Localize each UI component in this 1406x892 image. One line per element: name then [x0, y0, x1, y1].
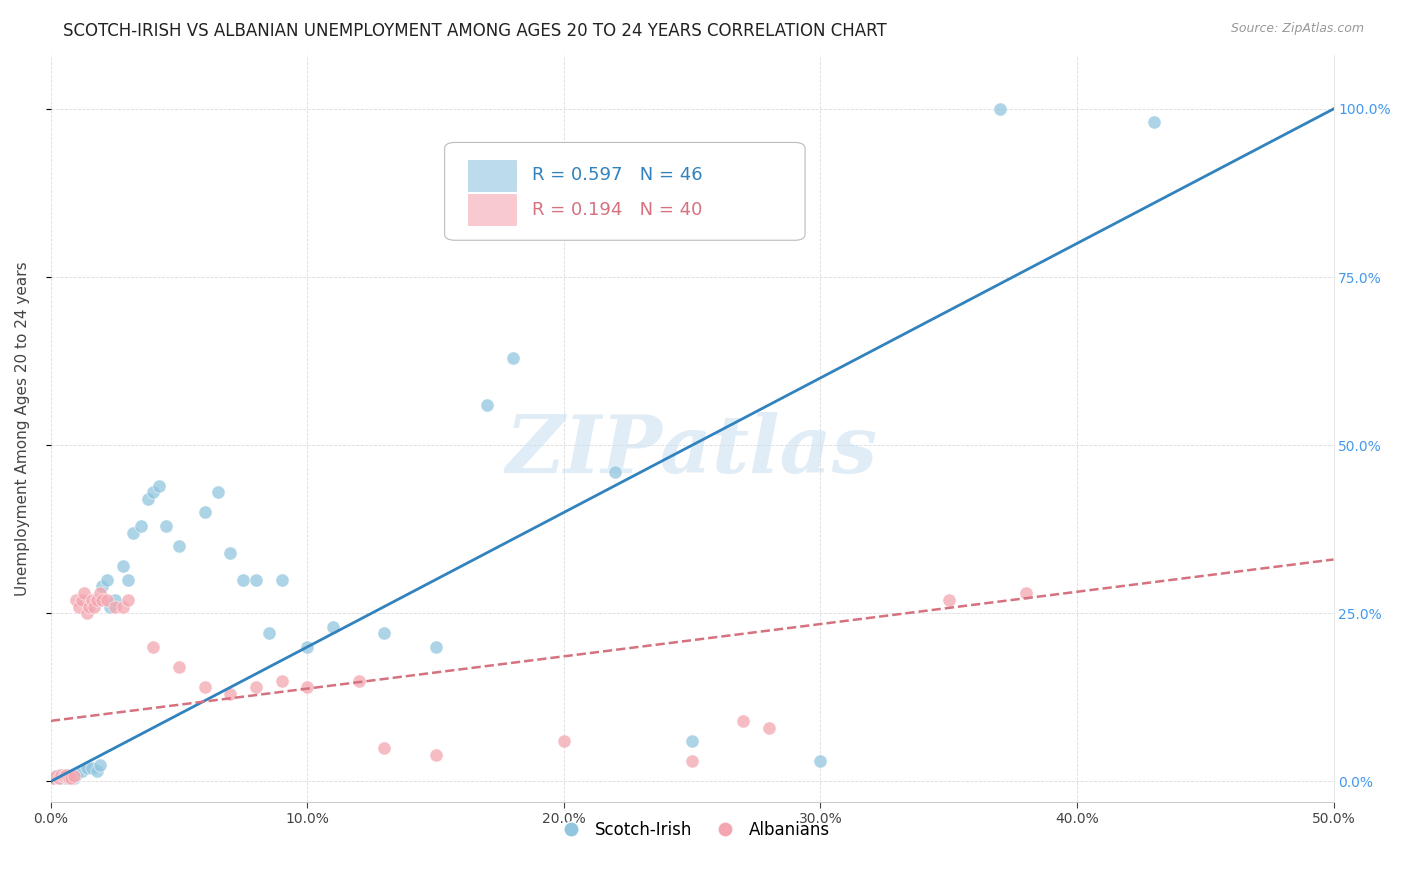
Point: [65, 767, 87, 781]
Point: [63, 771, 86, 785]
Point: [80, 761, 103, 775]
Point: [219, 687, 242, 701]
Point: [270, 573, 292, 587]
Point: [96, 573, 118, 587]
Point: [45, 769, 67, 783]
Point: [86, 764, 108, 779]
Point: [938, 592, 960, 607]
Point: [111, 599, 134, 614]
Point: [1143, 115, 1166, 129]
Point: [73, 586, 96, 600]
Point: [96, 592, 118, 607]
Point: [48, 767, 70, 781]
Point: [65, 592, 87, 607]
Point: [117, 592, 139, 607]
FancyBboxPatch shape: [468, 194, 516, 226]
Point: [347, 673, 370, 688]
Point: [89, 757, 111, 772]
Point: [322, 620, 344, 634]
Point: [810, 754, 832, 768]
Point: [142, 485, 165, 500]
Point: [80, 592, 103, 607]
Point: [49, 771, 72, 785]
Point: [425, 747, 447, 762]
Point: [104, 592, 127, 607]
Point: [91, 579, 114, 593]
Point: [373, 740, 395, 755]
Point: [55, 767, 77, 781]
Point: [117, 573, 139, 587]
Point: [270, 673, 292, 688]
Point: [136, 491, 159, 506]
Point: [167, 539, 190, 553]
Point: [425, 640, 447, 654]
Point: [49, 767, 72, 781]
Legend: Scotch-Irish, Albanians: Scotch-Irish, Albanians: [548, 814, 837, 846]
Point: [297, 680, 319, 694]
Point: [297, 640, 319, 654]
Point: [605, 465, 627, 479]
Point: [148, 478, 170, 492]
Point: [63, 769, 86, 783]
Point: [91, 592, 114, 607]
Point: [58, 769, 80, 783]
Point: [122, 525, 145, 540]
Point: [733, 714, 755, 728]
Point: [245, 573, 267, 587]
Point: [142, 640, 165, 654]
Text: R = 0.597   N = 46: R = 0.597 N = 46: [531, 166, 703, 185]
Point: [502, 351, 524, 365]
Point: [67, 599, 90, 614]
Y-axis label: Unemployment Among Ages 20 to 24 years: Unemployment Among Ages 20 to 24 years: [15, 261, 30, 596]
Text: Source: ZipAtlas.com: Source: ZipAtlas.com: [1230, 22, 1364, 36]
Point: [207, 485, 229, 500]
Point: [60, 771, 83, 785]
Point: [70, 592, 93, 607]
Point: [1014, 586, 1036, 600]
Point: [167, 660, 190, 674]
Point: [70, 764, 93, 779]
Point: [48, 771, 70, 785]
Point: [681, 754, 703, 768]
Point: [58, 771, 80, 785]
FancyBboxPatch shape: [444, 143, 806, 240]
Point: [257, 626, 280, 640]
Point: [245, 680, 267, 694]
Text: SCOTCH-IRISH VS ALBANIAN UNEMPLOYMENT AMONG AGES 20 TO 24 YEARS CORRELATION CHAR: SCOTCH-IRISH VS ALBANIAN UNEMPLOYMENT AM…: [63, 22, 887, 40]
Point: [98, 599, 121, 614]
Point: [76, 761, 98, 775]
Point: [52, 767, 75, 781]
Point: [42, 771, 65, 785]
Point: [129, 519, 152, 533]
Point: [79, 599, 101, 614]
Point: [60, 767, 83, 781]
Point: [52, 769, 75, 783]
Point: [45, 769, 67, 783]
Point: [758, 721, 780, 735]
Text: R = 0.194   N = 40: R = 0.194 N = 40: [531, 201, 702, 219]
Point: [89, 586, 111, 600]
Point: [373, 626, 395, 640]
Point: [104, 599, 127, 614]
Point: [55, 771, 77, 785]
Point: [42, 771, 65, 785]
Text: ZIPatlas: ZIPatlas: [506, 412, 879, 490]
Point: [475, 398, 498, 412]
Point: [681, 734, 703, 748]
Point: [76, 607, 98, 621]
Point: [155, 519, 177, 533]
Point: [111, 559, 134, 574]
Point: [988, 102, 1011, 116]
Point: [83, 599, 105, 614]
Point: [194, 505, 217, 519]
Point: [86, 592, 108, 607]
Point: [194, 680, 217, 694]
FancyBboxPatch shape: [468, 160, 516, 191]
Point: [219, 546, 242, 560]
Point: [232, 573, 254, 587]
Point: [553, 734, 575, 748]
